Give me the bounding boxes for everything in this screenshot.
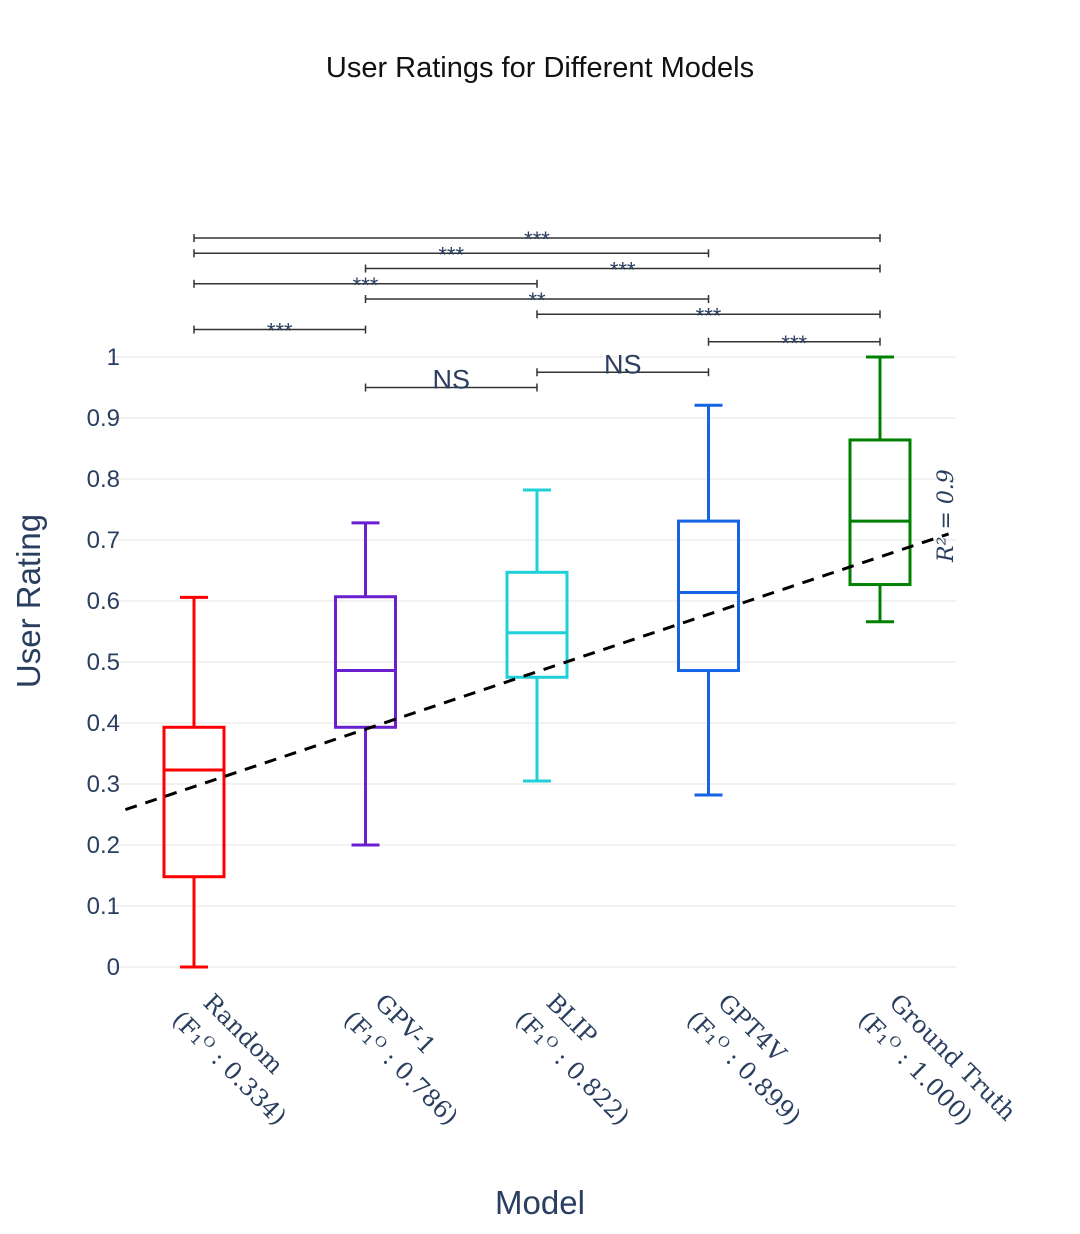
box-gpt4v — [677, 403, 740, 797]
dashed-trendline — [124, 532, 950, 812]
chart-title: User Ratings for Different Models — [326, 52, 754, 84]
y-tick-label: 1 — [107, 344, 120, 371]
y-tick-label: 0.7 — [87, 527, 120, 554]
x-axis-title: Model — [495, 1184, 585, 1221]
significance-bracket: *** — [193, 242, 710, 267]
boxes — [162, 355, 912, 969]
y-tick-label: 0.3 — [87, 771, 120, 798]
significance-label: *** — [610, 258, 636, 283]
significance-bracket: ** — [364, 288, 710, 313]
y-axis-ticks: 0 0.1 0.2 0.3 0.4 0.5 0.6 0.7 0.8 0.9 1 — [87, 344, 120, 981]
significance-label: *** — [438, 242, 464, 267]
box-gpv-1 — [334, 521, 397, 847]
iqr-box — [505, 570, 569, 679]
y-tick-label: 0.5 — [87, 649, 120, 676]
significance-label: ** — [528, 288, 546, 313]
y-axis-title: User Rating — [10, 514, 47, 688]
iqr-box — [334, 595, 397, 729]
x-axis-ticks: Random(F₁ᴼ : 0.334) GPV-1(F₁ᴼ : 0.786) BLI… — [167, 988, 1022, 1130]
r-squared-label: R² = 0.9 — [934, 469, 959, 563]
x-tick-ground-truth: Ground Truth(F₁ᴼ : 1.000) — [853, 988, 1022, 1130]
box-blip — [505, 488, 569, 783]
significance-bracket: NS — [536, 349, 710, 379]
y-tick-label: 0.8 — [87, 466, 120, 493]
significance-bracket: *** — [193, 227, 881, 252]
y-tick-label: 0.1 — [87, 893, 120, 920]
significance-bracket: *** — [707, 331, 881, 356]
x-tick-random: Random(F₁ᴼ : 0.334) — [167, 988, 292, 1130]
iqr-box — [162, 725, 226, 879]
iqr-box — [677, 519, 740, 673]
significance-label: *** — [267, 319, 293, 344]
y-tick-label: 0.9 — [87, 405, 120, 432]
significance-bracket: *** — [536, 303, 881, 328]
y-tick-label: 0.4 — [87, 710, 120, 737]
significance-label: *** — [696, 303, 722, 328]
significance-label: NS — [604, 349, 642, 379]
iqr-box — [848, 438, 912, 587]
grid-lines — [110, 356, 956, 968]
x-tick-blip: BLIP(F₁ᴼ : 0.822) — [510, 988, 635, 1130]
significance-label: *** — [524, 227, 550, 252]
significance-label: *** — [353, 273, 379, 298]
x-tick-gpv-1: GPV-1(F₁ᴼ : 0.786) — [338, 988, 463, 1130]
y-tick-label: 0 — [107, 954, 120, 981]
box-ground-truth — [848, 355, 912, 624]
x-tick-gpt4v: GPT4V(F₁ᴼ : 0.899) — [681, 988, 806, 1130]
significance-bracket: *** — [193, 273, 538, 298]
y-tick-label: 0.6 — [87, 588, 120, 615]
y-tick-label: 0.2 — [87, 832, 120, 859]
significance-bracket: *** — [364, 258, 881, 283]
significance-label: NS — [432, 365, 470, 395]
box-random — [162, 595, 226, 969]
trendline — [124, 532, 950, 812]
significance-bracket: *** — [193, 319, 367, 344]
significance-bracket: NS — [364, 365, 538, 395]
significance-label: *** — [781, 331, 807, 356]
